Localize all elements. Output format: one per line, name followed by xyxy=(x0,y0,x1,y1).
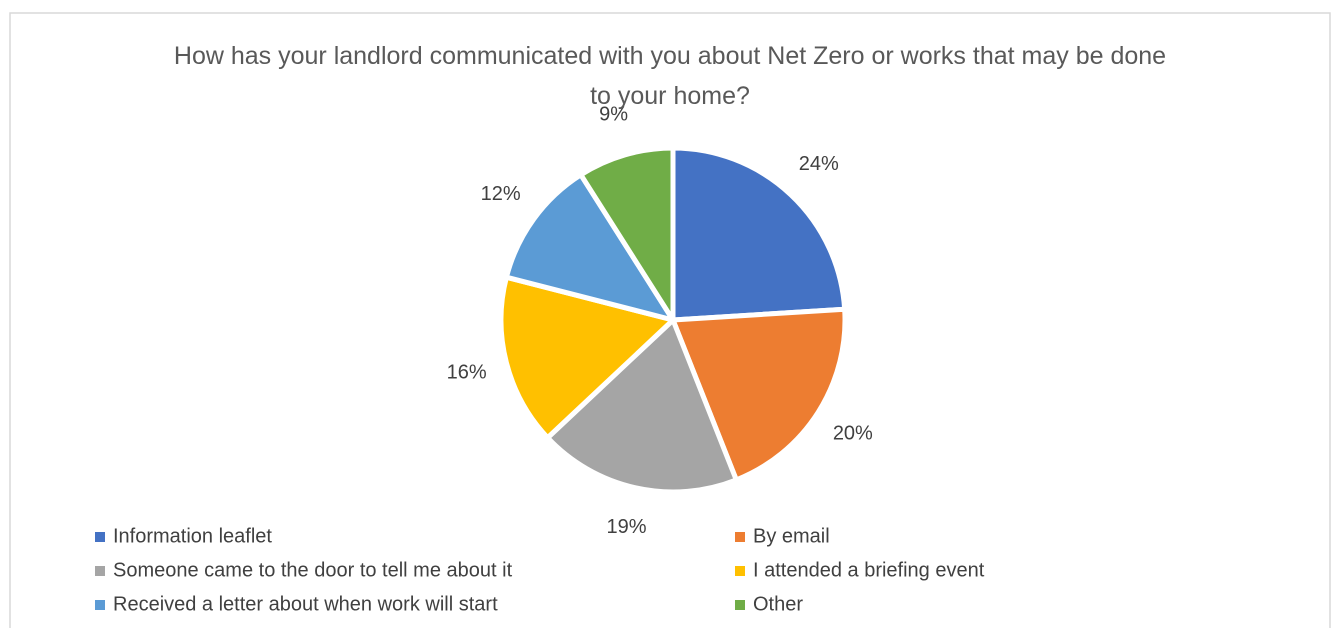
pie-slice xyxy=(503,172,676,323)
data-label: 16% xyxy=(447,361,487,383)
legend-marker xyxy=(95,566,105,576)
data-label: 20% xyxy=(833,422,873,444)
pie-slice xyxy=(670,306,848,483)
legend-marker xyxy=(95,600,105,610)
data-label: 24% xyxy=(799,153,839,175)
pie-slice xyxy=(498,274,676,441)
legend-marker xyxy=(735,532,745,542)
legend-label: Information leaflet xyxy=(113,525,272,547)
legend-marker xyxy=(735,600,745,610)
legend-label: Someone came to the door to tell me abou… xyxy=(113,559,513,581)
legend-label: By email xyxy=(753,525,830,547)
legend-label: Received a letter about when work will s… xyxy=(113,593,498,615)
pie-slice xyxy=(545,317,739,495)
pie-slice xyxy=(578,145,676,323)
data-label: 19% xyxy=(607,516,647,538)
data-label: 12% xyxy=(481,183,521,205)
legend-label: Other xyxy=(753,593,803,615)
legend-marker xyxy=(95,532,105,542)
pie-slice xyxy=(670,145,848,323)
chart-border xyxy=(9,12,1331,628)
legend-marker xyxy=(735,566,745,576)
chart-title: How has your landlord communicated with … xyxy=(173,42,1167,110)
legend-label: I attended a briefing event xyxy=(753,559,985,581)
data-label: 9% xyxy=(599,104,628,126)
